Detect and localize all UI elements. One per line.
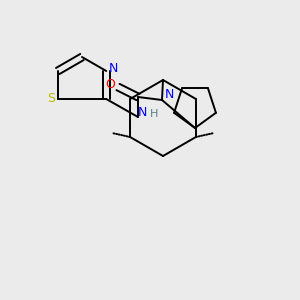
Text: O: O <box>105 77 115 91</box>
Text: N: N <box>137 106 147 118</box>
Text: H: H <box>150 109 158 119</box>
Text: S: S <box>47 92 55 106</box>
Text: N: N <box>164 88 174 101</box>
Text: N: N <box>109 61 118 74</box>
